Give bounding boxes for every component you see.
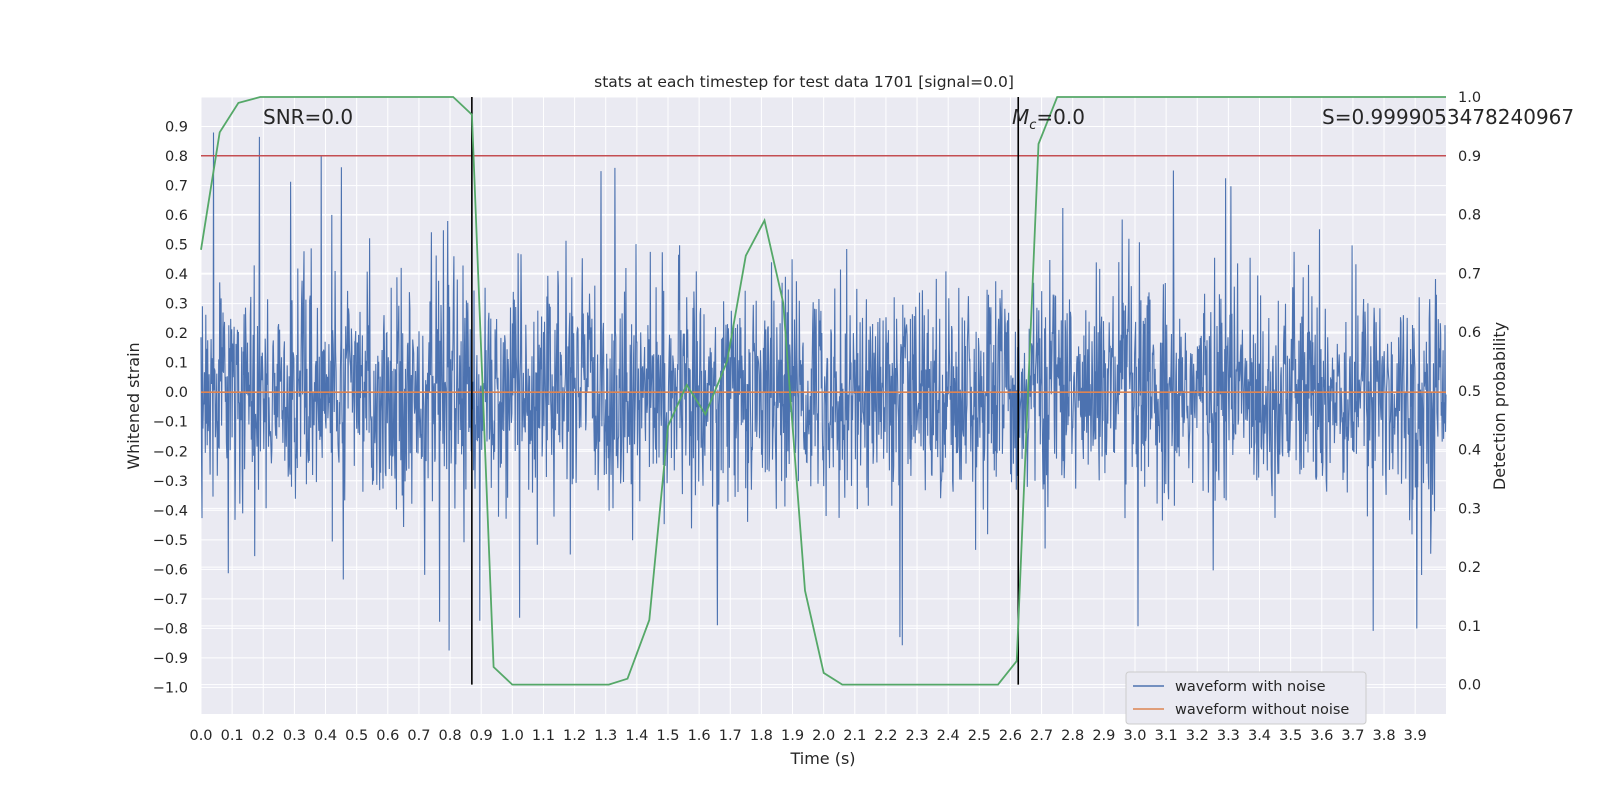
- y-tick-label: 0.4: [165, 267, 188, 283]
- y-tick-label: 0.8: [165, 149, 188, 165]
- s-annotation: S=0.9999053478240967: [1322, 105, 1574, 129]
- y-tick-label: −0.7: [153, 592, 188, 608]
- y-tick-label: −0.9: [153, 651, 188, 667]
- y-tick-label: −0.3: [153, 474, 188, 490]
- x-tick-label: 3.5: [1279, 728, 1302, 744]
- chirp-mass-subscript: c: [1029, 118, 1036, 133]
- x-tick-label: 2.3: [906, 728, 929, 744]
- legend-box: [1125, 671, 1367, 725]
- y-tick-label: 0.6: [165, 208, 188, 224]
- y2-tick-label: 0.8: [1458, 208, 1481, 224]
- x-tick-label: 0.1: [221, 728, 244, 744]
- chart-title: stats at each timestep for test data 170…: [594, 73, 1014, 91]
- y-tick-label: 0.0: [165, 385, 188, 401]
- y-tick-label: −0.5: [153, 533, 188, 549]
- x-tick-label: 1.7: [719, 728, 742, 744]
- x-tick-label: 0.5: [345, 728, 368, 744]
- y2-tick-label: 0.6: [1458, 325, 1481, 341]
- detection-probability-line: [200, 96, 1446, 686]
- x-tick-label: 3.6: [1310, 728, 1333, 744]
- legend-label-without-noise: waveform without noise: [1175, 702, 1349, 718]
- y-tick-label: −0.4: [153, 503, 188, 519]
- y-tick-label: 0.3: [165, 297, 188, 313]
- x-tick-label: 3.4: [1248, 728, 1271, 744]
- chirp-mass-symbol: M: [1012, 105, 1029, 129]
- x-tick-label: 3.8: [1373, 728, 1396, 744]
- x-tick-label: 0.9: [470, 728, 493, 744]
- x-tick-label: 1.3: [594, 728, 617, 744]
- x-tick-label: 2.4: [937, 728, 960, 744]
- y-tick-label: 0.5: [165, 238, 188, 254]
- y-tick-label: −0.8: [153, 621, 188, 637]
- x-tick-label: 3.3: [1217, 728, 1240, 744]
- legend-label-with-noise: waveform with noise: [1175, 679, 1326, 695]
- x-tick-label: 0.8: [439, 728, 462, 744]
- y-axis-left: 0.9 0.8 0.7 0.6 0.5 0.4 0.3 0.2 0.1 0.0 −0.1 −0.2 −0…: [153, 120, 188, 697]
- y-tick-label: −1.0: [153, 680, 188, 696]
- legend: waveform with noise waveform without noi…: [1125, 671, 1367, 725]
- x-tick-label: 0.7: [407, 728, 430, 744]
- x-tick-label: 3.0: [1123, 728, 1146, 744]
- x-tick-label: 1.4: [625, 728, 648, 744]
- x-tick-label: 3.7: [1341, 728, 1364, 744]
- x-tick-label: 3.9: [1404, 728, 1427, 744]
- x-tick-label: 1.8: [750, 728, 773, 744]
- y2-tick-label: 0.9: [1458, 149, 1481, 165]
- x-tick-label: 2.8: [1061, 728, 1084, 744]
- chirp-mass-value: =0.0: [1036, 105, 1085, 129]
- x-tick-label: 0.4: [314, 728, 337, 744]
- x-tick-label: 1.6: [688, 728, 711, 744]
- x-tick-label: 1.1: [532, 728, 555, 744]
- waveform-with-noise-path: [200, 132, 1447, 651]
- x-tick-label: 2.1: [843, 728, 866, 744]
- y2-tick-label: 0.5: [1458, 384, 1481, 400]
- y-axis-label: Whitened strain: [124, 342, 143, 469]
- x-tick-label: 0.3: [283, 728, 306, 744]
- x-tick-label: 2.9: [1092, 728, 1115, 744]
- waveform-with-noise-line: [200, 132, 1447, 651]
- y-tick-label: −0.2: [153, 444, 188, 460]
- y2-tick-label: 1.0: [1458, 90, 1481, 106]
- x-axis-label: Time (s): [789, 749, 855, 768]
- y2-tick-label: 0.1: [1458, 619, 1481, 635]
- y-axis-right: 1.0 0.9 0.8 0.7 0.6 0.5 0.4 0.3 0.2 0.1 0.0: [1458, 90, 1481, 694]
- x-tick-label: 2.5: [968, 728, 991, 744]
- y2-tick-label: 0.7: [1458, 266, 1481, 282]
- x-axis: 0.0 0.1 0.2 0.3 0.4 0.5 0.6 0.7 0.8 0.9 1.0 1.1 1.2 1…: [189, 728, 1426, 744]
- x-tick-label: 0.6: [376, 728, 399, 744]
- x-tick-label: 2.7: [1030, 728, 1053, 744]
- x-tick-label: 2.6: [999, 728, 1022, 744]
- x-tick-label: 1.0: [501, 728, 524, 744]
- x-tick-label: 1.5: [656, 728, 679, 744]
- y2-axis-label: Detection probability: [1490, 322, 1509, 490]
- y-tick-label: −0.1: [153, 415, 188, 431]
- x-tick-label: 0.0: [189, 728, 212, 744]
- y-tick-label: 0.7: [165, 179, 188, 195]
- y-tick-label: 0.1: [165, 356, 188, 372]
- y2-tick-label: 0.0: [1458, 678, 1481, 694]
- series-lines: [200, 96, 1446, 686]
- y2-tick-label: 0.2: [1458, 560, 1481, 576]
- x-tick-label: 2.0: [812, 728, 835, 744]
- x-tick-label: 3.2: [1186, 728, 1209, 744]
- x-tick-label: 0.2: [252, 728, 275, 744]
- x-tick-label: 2.2: [874, 728, 897, 744]
- x-tick-label: 1.2: [563, 728, 586, 744]
- y-tick-label: 0.2: [165, 326, 188, 342]
- y-tick-label: 0.9: [165, 120, 188, 136]
- chirp-mass-annotation: Mc=0.0: [1012, 105, 1085, 133]
- y2-tick-label: 0.3: [1458, 501, 1481, 517]
- snr-annotation: SNR=0.0: [263, 105, 353, 129]
- x-tick-label: 1.9: [781, 728, 804, 744]
- y-tick-label: −0.6: [153, 562, 188, 578]
- x-tick-label: 3.1: [1155, 728, 1178, 744]
- y2-tick-label: 0.4: [1458, 443, 1481, 459]
